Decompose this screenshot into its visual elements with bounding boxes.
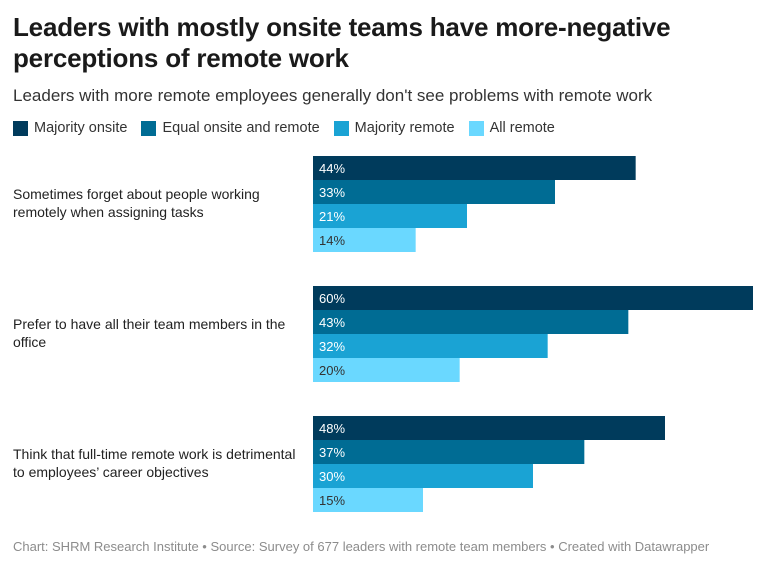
legend-label: Equal onsite and remote: [162, 120, 320, 136]
bar: [313, 156, 636, 180]
legend-item-equal-onsite-remote: Equal onsite and remote: [141, 120, 320, 136]
bar: [313, 488, 423, 512]
legend-label: Majority remote: [354, 120, 455, 136]
bar-group: 48% 37% 30% 15% Think that full-time remote …: [13, 416, 665, 512]
legend-item-majority-remote: Majority remote: [333, 120, 455, 136]
bar-value-label: 20%: [319, 363, 345, 378]
legend-item-majority-onsite: Majority onsite: [13, 120, 127, 136]
bar-group: 44% 33% 21% 14% Sometimes forget about peopl…: [13, 156, 636, 252]
legend-item-all-remote: All remote: [468, 120, 555, 136]
chart-subtitle: Leaders with more remote employees gener…: [13, 86, 653, 105]
bar-value-label: 43%: [319, 315, 345, 330]
legend-swatch: [333, 120, 349, 136]
bar: [313, 464, 533, 488]
legend-label: All remote: [489, 120, 555, 136]
bar-value-label: 30%: [319, 469, 345, 484]
legend-swatch: [13, 120, 28, 136]
bar: [313, 416, 665, 440]
bar: [313, 358, 460, 382]
bar: [313, 310, 629, 334]
bar: [313, 334, 548, 358]
legend-label: Majority onsite: [34, 120, 128, 136]
bar-value-label: 21%: [319, 209, 345, 224]
bar: [313, 204, 467, 228]
category-label: Think that full-time remote work is detr…: [13, 446, 295, 480]
chart-title: Leaders with mostly onsite teams have mo…: [13, 12, 671, 73]
category-label: Prefer to have all their team members in…: [13, 316, 286, 350]
category-label: Sometimes forget about people working rem…: [13, 186, 260, 220]
bar: [313, 180, 555, 204]
bar-value-label: 32%: [319, 339, 345, 354]
legend-swatch: [468, 120, 484, 136]
bar: [313, 228, 416, 252]
bar: [313, 440, 585, 464]
bar: [313, 286, 753, 310]
bar-value-label: 48%: [319, 421, 345, 436]
legend-swatch: [141, 120, 157, 136]
bar-value-label: 44%: [319, 161, 345, 176]
bar-group: 60% 43% 32% 20% Prefer to have all their tea…: [13, 286, 753, 382]
bar-chart: 44% 33% 21% 14% Sometimes forget about peopl…: [13, 156, 753, 512]
bar-value-label: 33%: [319, 185, 345, 200]
legend: Majority onsite Equal onsite and remote …: [13, 120, 569, 136]
bar-value-label: 60%: [319, 291, 345, 306]
bar-value-label: 15%: [319, 493, 345, 508]
chart-footer: Chart: SHRM Research Institute • Source:…: [13, 539, 710, 554]
bar-value-label: 37%: [319, 445, 345, 460]
bar-value-label: 14%: [319, 233, 345, 248]
